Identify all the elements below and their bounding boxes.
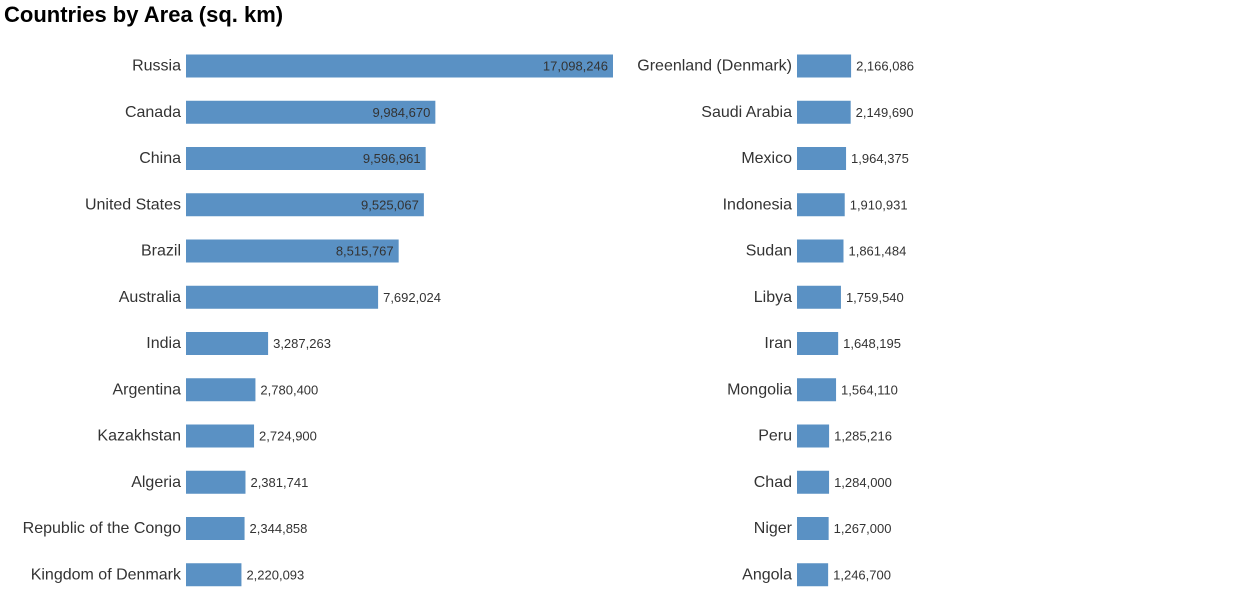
category-label: United States	[85, 196, 181, 213]
data-label: 2,780,400	[260, 382, 318, 397]
bar	[186, 147, 426, 170]
category-label: Australia	[119, 289, 181, 306]
bar	[797, 563, 829, 587]
category-label: Indonesia	[723, 196, 792, 213]
category-label: Greenland (Denmark)	[637, 58, 792, 75]
category-label: Sudan	[746, 243, 792, 260]
category-label: Argentina	[113, 381, 182, 398]
data-label: 1,910,931	[850, 197, 908, 212]
data-label: 1,964,375	[851, 151, 909, 166]
data-label: 17,098,246	[543, 59, 608, 74]
bar	[186, 239, 399, 263]
bar	[186, 470, 246, 494]
category-label: Russia	[132, 58, 181, 75]
category-label: Saudi Arabia	[701, 104, 792, 121]
bar	[797, 378, 837, 402]
data-label: 1,759,540	[846, 290, 904, 305]
category-label: Brazil	[141, 243, 181, 260]
bar	[797, 147, 847, 170]
data-label: 1,285,216	[834, 429, 892, 444]
data-label: 2,344,858	[250, 521, 308, 536]
bar	[186, 517, 245, 540]
bar	[186, 193, 424, 217]
data-label: 2,381,741	[250, 475, 308, 490]
data-label: 1,648,195	[843, 336, 901, 351]
bar	[186, 332, 269, 355]
category-label: Libya	[754, 289, 792, 306]
bar	[797, 470, 830, 494]
data-label: 2,724,900	[259, 429, 317, 444]
data-label: 1,861,484	[848, 244, 906, 259]
category-label: Chad	[754, 474, 792, 491]
category-label: Algeria	[131, 474, 181, 491]
bar	[797, 193, 845, 217]
bar	[186, 285, 379, 309]
data-label: 9,596,961	[363, 151, 421, 166]
data-label: 2,220,093	[246, 567, 304, 582]
data-label: 9,525,067	[361, 197, 419, 212]
chart-title: Countries by Area (sq. km)	[4, 2, 284, 27]
category-label: Mongolia	[727, 381, 792, 398]
category-label: China	[139, 150, 181, 167]
bar	[797, 100, 851, 124]
data-label: 9,984,670	[373, 105, 431, 120]
category-label: Angola	[742, 566, 792, 583]
category-label: Niger	[754, 520, 793, 537]
data-label: 2,149,690	[856, 105, 914, 120]
data-label: 1,284,000	[834, 475, 892, 490]
category-label: Kingdom of Denmark	[31, 566, 182, 583]
bar	[797, 424, 830, 448]
data-label: 3,287,263	[273, 336, 331, 351]
data-label: 7,692,024	[383, 290, 441, 305]
category-label: Kazakhstan	[97, 428, 181, 445]
category-label: Iran	[764, 335, 792, 352]
data-label: 2,166,086	[856, 59, 914, 74]
data-label: 8,515,767	[336, 244, 394, 259]
bar	[797, 239, 844, 263]
data-label: 1,267,000	[834, 521, 892, 536]
category-label: India	[146, 335, 181, 352]
bar	[797, 54, 852, 78]
category-label: Canada	[125, 104, 181, 121]
data-label: 1,246,700	[833, 567, 891, 582]
bar	[186, 563, 242, 587]
bar	[186, 100, 436, 124]
category-label: Peru	[758, 428, 792, 445]
bar	[186, 378, 256, 402]
bar	[186, 424, 255, 448]
bar	[797, 285, 841, 309]
bar	[797, 517, 829, 540]
data-label: 1,564,110	[841, 382, 898, 397]
category-label: Mexico	[741, 150, 792, 167]
category-label: Republic of the Congo	[23, 520, 181, 537]
bar	[186, 54, 613, 78]
bar	[797, 332, 839, 355]
